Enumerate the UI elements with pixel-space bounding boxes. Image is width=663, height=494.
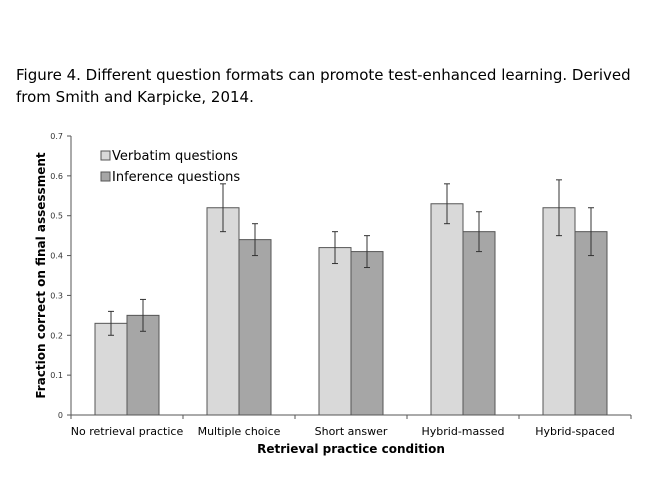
legend-label: Inference questions bbox=[112, 170, 240, 185]
legend-label: Verbatim questions bbox=[112, 149, 238, 164]
x-axis-label: Retrieval practice condition bbox=[257, 442, 445, 456]
bar-inference bbox=[574, 231, 608, 416]
y-tick-label: 0.3 bbox=[50, 291, 63, 300]
figure-caption: Figure 4. Different question formats can… bbox=[16, 66, 631, 106]
category-label: Hybrid-massed bbox=[422, 425, 505, 438]
category-label: No retrieval practice bbox=[71, 425, 184, 438]
category-label: Short answer bbox=[315, 425, 388, 438]
y-tick-label: 0 bbox=[58, 411, 63, 420]
y-tick-label: 0.5 bbox=[50, 212, 63, 221]
bar-verbatim bbox=[94, 322, 128, 416]
category-label: Multiple choice bbox=[198, 425, 281, 438]
category-label: Hybrid-spaced bbox=[535, 425, 615, 438]
legend-swatch bbox=[100, 150, 111, 161]
bar-verbatim bbox=[206, 207, 240, 416]
y-tick-label: 0.2 bbox=[50, 331, 63, 340]
bar-verbatim bbox=[430, 203, 464, 416]
y-tick-label: 0.7 bbox=[50, 132, 63, 141]
bar-verbatim bbox=[542, 207, 576, 416]
y-tick-label: 0.1 bbox=[50, 371, 63, 380]
y-tick-label: 0.4 bbox=[50, 252, 63, 261]
y-axis-label: Fraction correct on final assessment bbox=[34, 152, 48, 399]
bar-inference bbox=[462, 231, 496, 416]
bar-verbatim bbox=[318, 247, 352, 416]
legend-swatch bbox=[100, 171, 111, 182]
bar-inference bbox=[350, 251, 384, 416]
bar-inference bbox=[238, 239, 272, 416]
y-tick-label: 0.6 bbox=[50, 172, 63, 181]
